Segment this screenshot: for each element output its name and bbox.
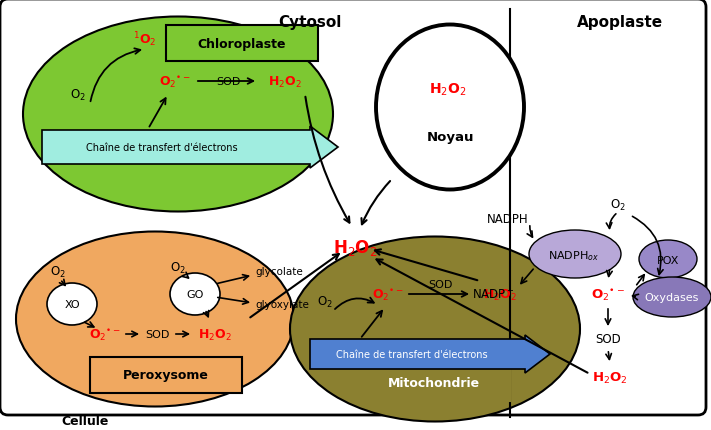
FancyArrow shape xyxy=(42,127,338,169)
Text: XO: XO xyxy=(64,299,80,309)
Text: O$_2$$^{•-}$: O$_2$$^{•-}$ xyxy=(89,326,121,342)
FancyBboxPatch shape xyxy=(90,357,242,393)
Text: Chloroplaste: Chloroplaste xyxy=(198,37,287,50)
Text: Cytosol: Cytosol xyxy=(278,15,342,29)
Text: H$_2$O$_2$: H$_2$O$_2$ xyxy=(198,327,232,342)
FancyBboxPatch shape xyxy=(0,0,706,415)
Ellipse shape xyxy=(290,237,580,421)
Text: glyoxylate: glyoxylate xyxy=(255,299,309,309)
Text: O$_2$$^{•-}$: O$_2$$^{•-}$ xyxy=(372,286,404,302)
Text: H$_2$O$_2$: H$_2$O$_2$ xyxy=(592,370,628,385)
Ellipse shape xyxy=(376,25,524,190)
Text: Noyau: Noyau xyxy=(427,131,474,144)
Text: O$_2$: O$_2$ xyxy=(50,264,66,279)
Text: H$_2$O$_2$: H$_2$O$_2$ xyxy=(429,82,466,98)
Text: O$_2$$^{•-}$: O$_2$$^{•-}$ xyxy=(159,74,191,90)
FancyBboxPatch shape xyxy=(358,365,510,401)
Ellipse shape xyxy=(633,277,711,317)
Text: GO: GO xyxy=(186,289,203,299)
Text: O$_2$: O$_2$ xyxy=(317,294,333,309)
Text: O$_2$: O$_2$ xyxy=(70,87,86,102)
FancyBboxPatch shape xyxy=(166,26,318,62)
Text: H$_2$O$_2$: H$_2$O$_2$ xyxy=(483,287,517,302)
Ellipse shape xyxy=(529,230,621,278)
Text: $^1$O$_2$: $^1$O$_2$ xyxy=(133,31,156,49)
Text: Chaîne de transfert d'électrons: Chaîne de transfert d'électrons xyxy=(336,349,488,359)
Text: NADPH$_{ox}$: NADPH$_{ox}$ xyxy=(548,249,599,262)
Text: SOD: SOD xyxy=(428,280,452,289)
Text: O$_2$$^{•-}$: O$_2$$^{•-}$ xyxy=(591,286,625,302)
Text: NADPH: NADPH xyxy=(486,213,528,226)
Ellipse shape xyxy=(23,18,333,212)
FancyArrow shape xyxy=(310,335,550,373)
Ellipse shape xyxy=(170,273,220,315)
Text: Mitochondrie: Mitochondrie xyxy=(388,377,480,390)
Text: glycolate: glycolate xyxy=(255,266,303,276)
Text: SOD: SOD xyxy=(145,329,169,339)
Ellipse shape xyxy=(16,232,294,406)
Text: POX: POX xyxy=(657,255,679,265)
Text: Oxydases: Oxydases xyxy=(645,292,699,302)
Ellipse shape xyxy=(47,283,97,325)
Text: NADP$^+$: NADP$^+$ xyxy=(472,287,515,302)
Text: SOD: SOD xyxy=(216,77,240,87)
Text: O$_2$: O$_2$ xyxy=(610,197,626,212)
Text: H$_2$O$_2$: H$_2$O$_2$ xyxy=(333,237,378,258)
Text: Cellule: Cellule xyxy=(61,415,109,427)
Text: SOD: SOD xyxy=(595,333,621,346)
Text: H$_2$O$_2$: H$_2$O$_2$ xyxy=(268,74,302,89)
Text: Chaîne de transfert d'électrons: Chaîne de transfert d'électrons xyxy=(86,143,237,153)
Ellipse shape xyxy=(639,240,697,278)
Text: O$_2$: O$_2$ xyxy=(170,260,186,275)
Text: Peroxysome: Peroxysome xyxy=(123,369,209,381)
Text: Apoplaste: Apoplaste xyxy=(577,15,663,29)
